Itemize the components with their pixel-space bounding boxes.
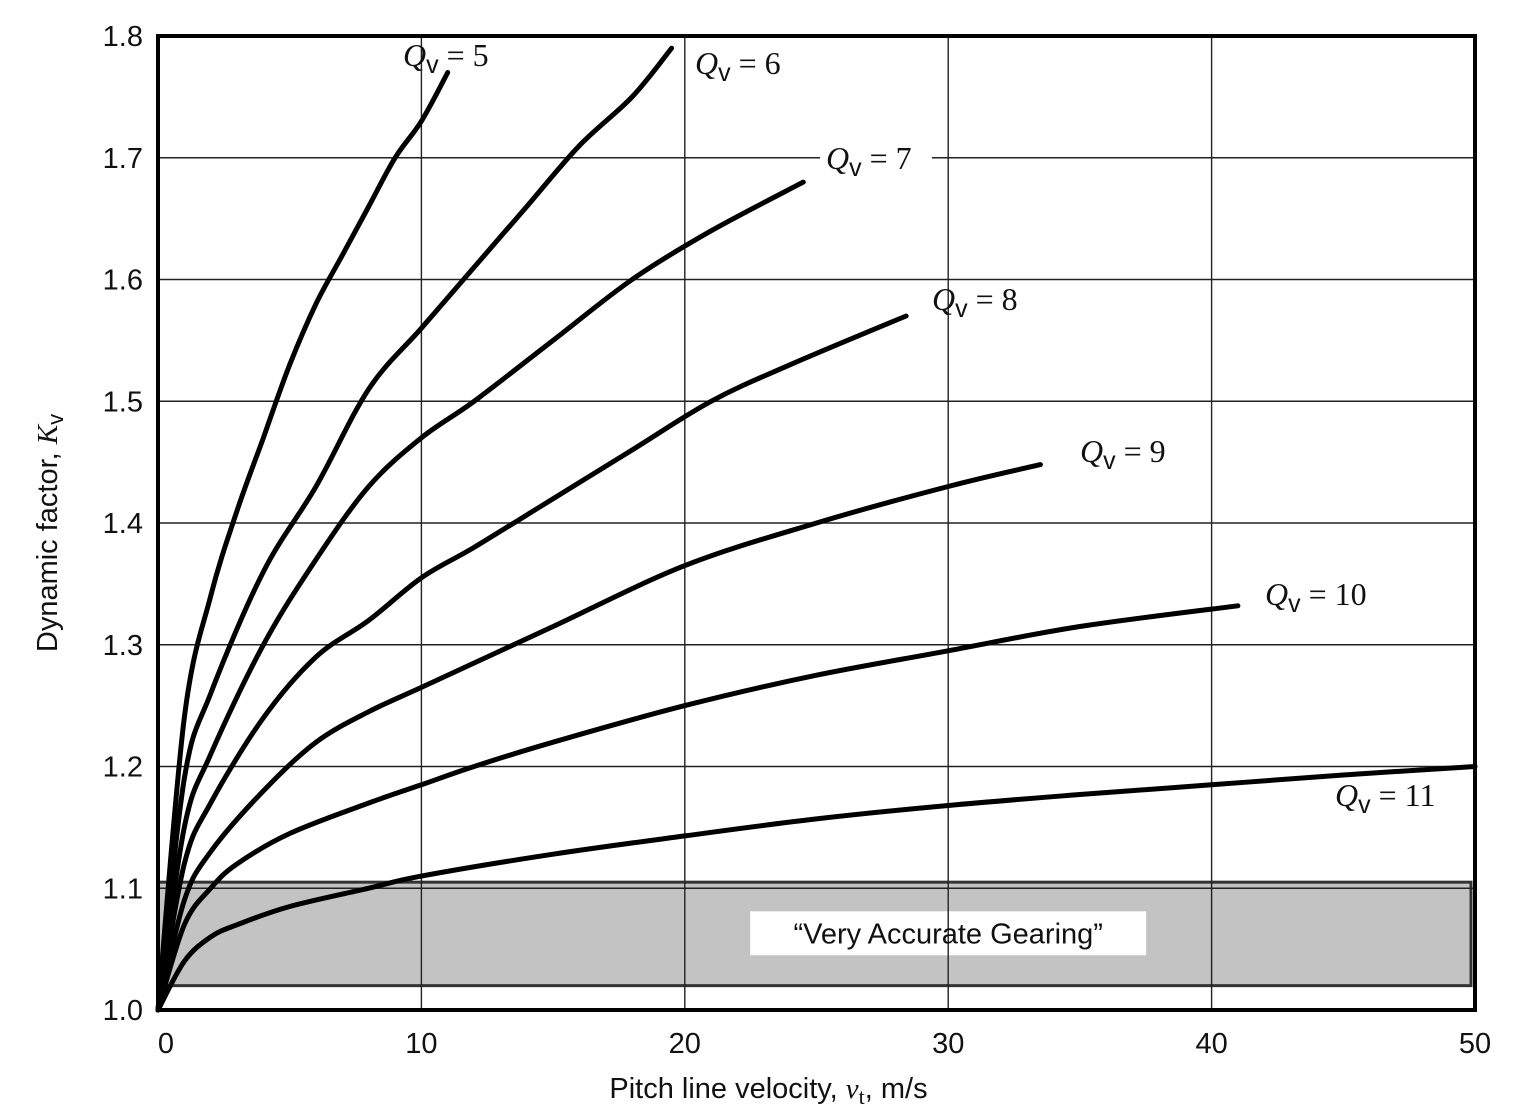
- y-tick-label: 1.0: [103, 995, 143, 1027]
- x-axis-title-sub: t: [859, 1084, 865, 1109]
- very-accurate-gearing-label: “Very Accurate Gearing”: [793, 918, 1102, 950]
- y-tick-label: 1.7: [103, 143, 143, 175]
- x-tick-label: 10: [405, 1028, 437, 1060]
- curve-labels: Qv = 5 Qv = 6 Qv = 7 Qv = 8 Qv = 9 Qv = 10 Qv …: [403, 37, 1435, 819]
- plot-frame: [156, 34, 1477, 1012]
- y-tick-label: 1.3: [103, 630, 143, 662]
- curve-label-qv-6: Qv = 6: [695, 45, 781, 87]
- x-tick-labels: 0 10 20 30 40 50: [158, 1028, 1491, 1060]
- x-axis-title-suffix: , m/s: [865, 1073, 928, 1105]
- y-axis-title-sub: v: [43, 414, 68, 425]
- x-axis-title-prefix: Pitch line velocity,: [609, 1073, 845, 1105]
- curve-label-qv-11: Qv = 11: [1335, 777, 1435, 819]
- x-axis-title: Pitch line velocity, vt, m/s: [609, 1073, 927, 1109]
- series-line-qv-9: [155, 462, 1043, 1013]
- series-line-qv-6: [155, 45, 675, 1013]
- series-line-qv-7: [155, 179, 806, 1013]
- y-tick-labels: 1.0 1.1 1.2 1.3 1.4 1.5 1.6 1.7 1.8: [103, 21, 143, 1027]
- series-line-qv-10: [155, 603, 1241, 1013]
- grid: [158, 36, 1475, 1010]
- y-tick-label: 1.1: [103, 873, 143, 905]
- y-axis-title: Dynamic factor, Kv: [32, 414, 68, 652]
- curve-label-bg: [820, 139, 932, 179]
- x-tick-label: 0: [158, 1028, 174, 1060]
- curve-label-qv-5: Qv = 5: [403, 37, 489, 79]
- y-tick-label: 1.6: [103, 265, 143, 297]
- curve-label-qv-9: Qv = 9: [1080, 433, 1166, 475]
- y-tick-label: 1.4: [103, 508, 143, 540]
- y-axis-title-prefix: Dynamic factor,: [32, 444, 64, 652]
- x-tick-label: 40: [1195, 1028, 1227, 1060]
- curve-label-qv-10: Qv = 10: [1265, 576, 1367, 618]
- x-tick-label: 30: [932, 1028, 964, 1060]
- series-line-qv-8: [155, 313, 909, 1013]
- y-tick-label: 1.5: [103, 386, 143, 418]
- curve-label-qv-7: Qv = 7: [826, 140, 912, 182]
- y-axis-title-var: K: [32, 423, 64, 445]
- y-tick-label: 1.8: [103, 21, 143, 53]
- series-line-qv-11: [155, 764, 1478, 1013]
- x-axis-title-var: v: [846, 1073, 859, 1105]
- curve-label-qv-8: Qv = 8: [932, 281, 1018, 323]
- y-tick-label: 1.2: [103, 752, 143, 784]
- x-tick-label: 20: [669, 1028, 701, 1060]
- series-line-qv-5: [155, 70, 451, 1013]
- x-tick-label: 50: [1459, 1028, 1491, 1060]
- curves: [155, 45, 1478, 1013]
